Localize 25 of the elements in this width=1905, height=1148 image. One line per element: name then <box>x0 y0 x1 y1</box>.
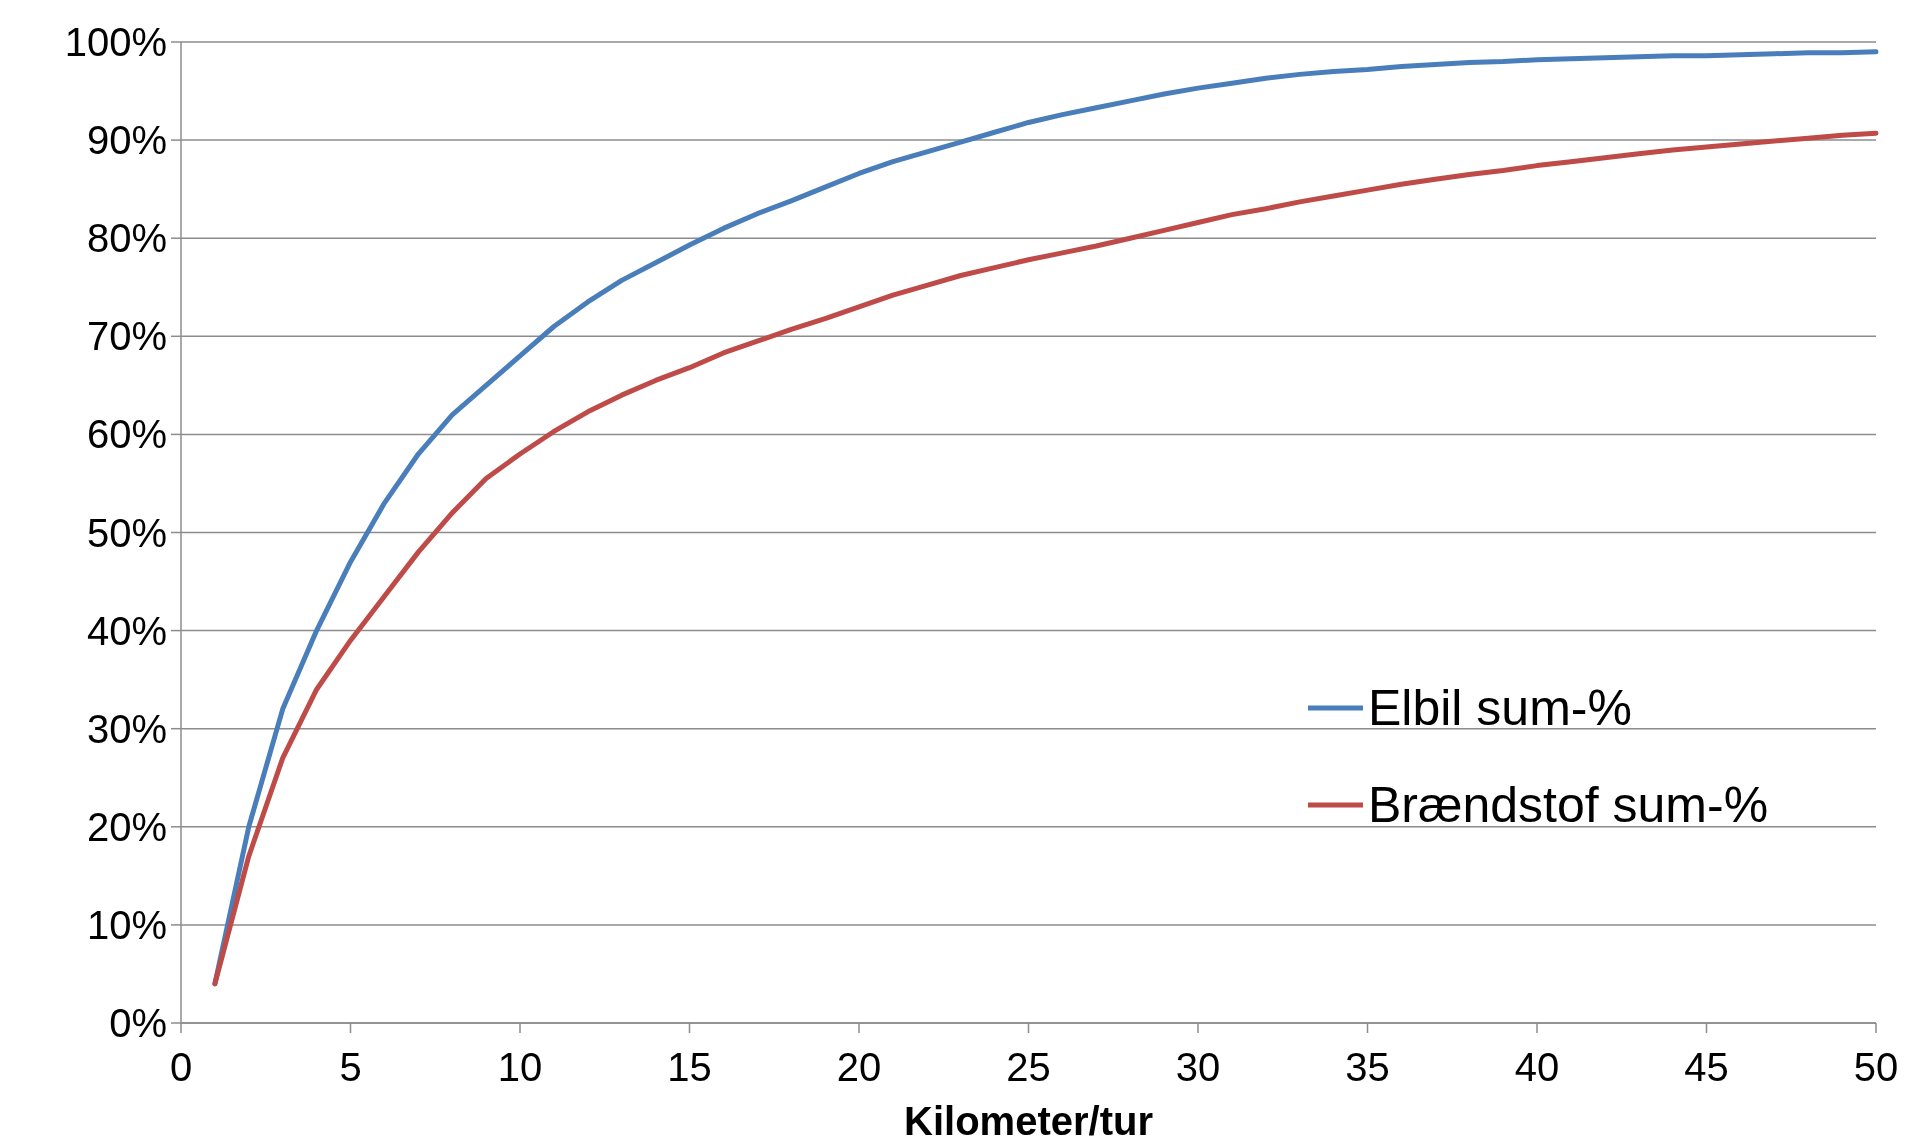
y-tick-label: 20% <box>86 804 167 849</box>
x-axis-title: Kilometer/tur <box>904 1099 1153 1143</box>
x-tick-label: 40 <box>1514 1045 1560 1089</box>
y-tick-label: 0% <box>109 1001 167 1045</box>
y-tick-label: 100% <box>64 20 167 64</box>
y-tick-label: 30% <box>86 706 167 751</box>
x-tick-label: 35 <box>1345 1045 1390 1089</box>
y-tick-label: 80% <box>86 216 167 261</box>
y-tick-label: 50% <box>86 510 167 555</box>
x-tick-label: 20 <box>836 1045 882 1089</box>
x-tick-label: 15 <box>667 1045 712 1089</box>
legend-label: Brændstof sum-% <box>1368 777 1769 833</box>
x-tick-label: 0 <box>169 1045 193 1089</box>
x-tick-label: 30 <box>1175 1045 1221 1089</box>
x-tick-label: 50 <box>1853 1045 1899 1089</box>
y-tick-label: 10% <box>86 902 167 947</box>
x-tick-label: 25 <box>1006 1045 1051 1089</box>
y-tick-label: 40% <box>86 608 167 653</box>
x-tick-label: 45 <box>1684 1045 1729 1089</box>
x-tick-label: 10 <box>497 1045 543 1089</box>
y-tick-label: 70% <box>86 314 167 359</box>
y-tick-label: 90% <box>86 118 167 163</box>
legend-label: Elbil sum-% <box>1368 680 1632 736</box>
y-tick-label: 60% <box>86 412 167 457</box>
x-tick-label: 5 <box>339 1045 362 1089</box>
